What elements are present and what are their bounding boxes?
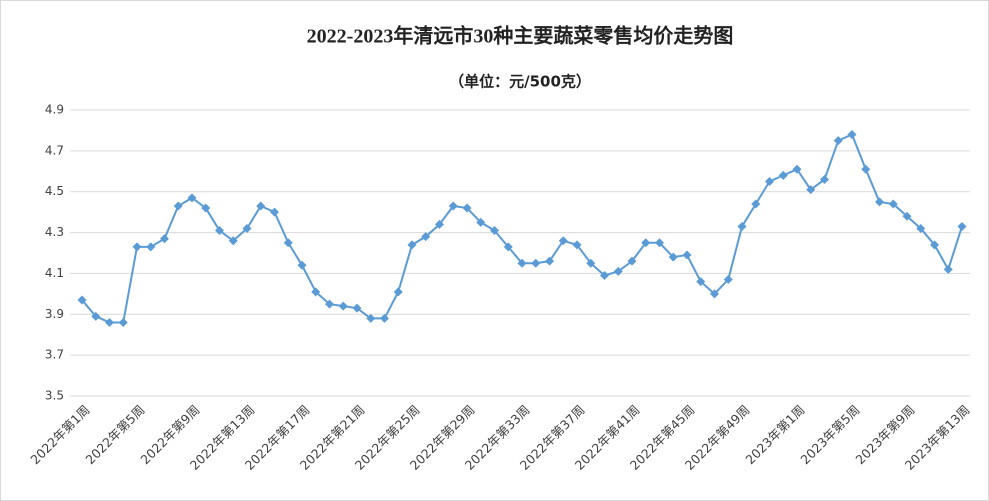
data-point [875,197,884,207]
data-point [558,236,568,246]
data-point [847,130,857,140]
data-point [228,236,238,246]
data-point [957,221,967,231]
data-point [545,256,554,266]
data-point [586,258,596,268]
data-point [820,174,829,184]
data-point [930,240,939,250]
data-point [833,136,843,146]
data-point [352,303,362,313]
data-point [696,277,706,287]
data-point [242,223,252,233]
data-point [132,242,142,252]
data-point [710,289,719,299]
data-point [146,242,156,252]
data-point [283,238,293,248]
chart-subtitle: （单位：元/500克） [449,73,591,91]
data-point [888,199,898,209]
y-tick-label: 3.9 [45,307,64,321]
data-point [668,252,678,262]
data-point [627,256,637,266]
data-point [462,203,472,213]
data-point [737,221,747,231]
data-point [861,164,871,174]
data-point [380,313,389,323]
data-point [778,170,788,180]
data-point [105,317,114,327]
data-point [77,295,87,305]
data-point [943,264,953,274]
data-point [916,223,926,233]
data-point [751,199,761,209]
data-point [201,203,211,213]
data-point [311,287,321,297]
data-point [407,240,417,250]
data-point [641,238,651,248]
data-point [531,258,541,268]
y-tick-label: 4.7 [45,143,64,157]
data-point [187,193,197,203]
y-tick-label: 3.7 [45,348,64,362]
data-point [723,275,733,285]
data-point [118,317,128,327]
data-point [366,313,376,323]
data-point [806,185,816,195]
y-tick-label: 4.9 [45,103,64,117]
data-point [792,164,802,174]
data-point [160,234,169,244]
data-point [503,242,513,252]
data-point [215,226,224,236]
data-point [173,201,183,211]
data-point [490,226,499,236]
y-tick-label: 4.3 [45,225,64,239]
data-point [338,301,348,311]
data-point [297,260,307,270]
data-point [91,311,101,321]
data-point [765,177,774,186]
data-point [572,240,582,250]
data-point [655,238,664,248]
y-tick-label: 4.5 [45,184,64,198]
data-point [902,211,912,221]
y-tick-label: 3.5 [45,389,64,403]
data-point [517,258,527,268]
data-point [448,201,458,211]
data-point [256,201,266,211]
data-point [435,219,444,229]
data-point [682,250,692,260]
chart-title: 2022-2023年清远市30种主要蔬菜零售均价走势图 [307,24,734,48]
data-point [393,287,403,297]
data-point [600,270,609,280]
data-point [613,266,623,276]
data-point [476,217,486,227]
data-point [421,232,431,242]
data-point [325,299,334,309]
y-tick-label: 4.1 [45,266,64,280]
data-point [270,207,279,217]
